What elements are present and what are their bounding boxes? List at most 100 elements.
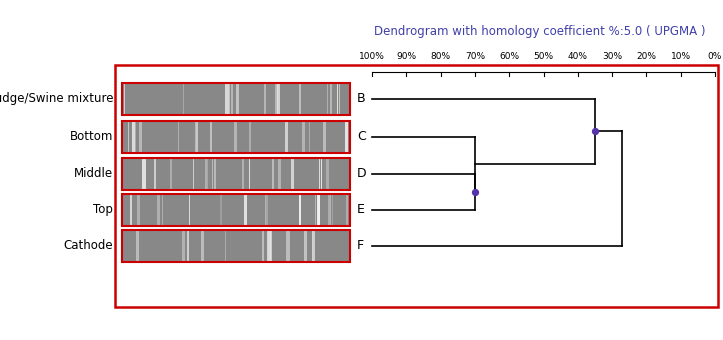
Bar	[315, 194, 316, 225]
Bar	[132, 121, 134, 153]
Bar	[137, 194, 140, 225]
Text: 70%: 70%	[465, 52, 485, 61]
Bar	[285, 121, 288, 153]
Text: C: C	[357, 130, 366, 143]
Bar	[187, 231, 189, 261]
Bar	[304, 231, 307, 261]
Bar	[122, 121, 350, 153]
Bar	[122, 194, 350, 226]
Bar	[154, 158, 156, 189]
Bar	[231, 84, 233, 115]
Bar	[268, 231, 270, 261]
Bar	[192, 158, 194, 189]
Bar	[234, 121, 237, 153]
Bar	[183, 84, 184, 115]
Bar	[309, 121, 310, 153]
Bar	[212, 158, 213, 189]
Text: Bottom: Bottom	[69, 130, 113, 143]
Bar	[205, 158, 207, 189]
Bar	[207, 158, 208, 189]
Bar	[124, 84, 125, 115]
Bar	[312, 231, 313, 261]
Bar	[299, 194, 301, 225]
Text: D: D	[357, 167, 367, 180]
Text: B: B	[357, 92, 366, 105]
Bar	[319, 158, 320, 189]
Bar	[228, 84, 230, 115]
Text: E: E	[357, 203, 365, 216]
Bar	[122, 158, 350, 190]
Bar	[201, 231, 204, 261]
Text: 20%: 20%	[636, 52, 656, 61]
Text: Middle: Middle	[74, 167, 113, 180]
Bar	[226, 84, 227, 115]
Bar	[326, 158, 329, 189]
Bar	[338, 84, 340, 115]
Bar	[328, 194, 330, 225]
Bar	[318, 194, 320, 225]
Bar	[346, 194, 348, 225]
Text: 40%: 40%	[568, 52, 588, 61]
Bar	[226, 84, 228, 115]
Bar	[214, 158, 216, 189]
Point	[469, 189, 481, 194]
Bar	[195, 121, 198, 153]
Text: 30%: 30%	[602, 52, 623, 61]
Bar	[225, 231, 226, 261]
Text: 80%: 80%	[430, 52, 450, 61]
Bar	[321, 158, 322, 189]
Bar	[189, 194, 190, 225]
Bar	[278, 84, 280, 115]
Bar	[273, 158, 274, 189]
Bar	[330, 194, 331, 225]
Text: Top: Top	[93, 203, 113, 216]
Bar	[122, 230, 350, 262]
Bar	[171, 158, 172, 189]
Bar	[133, 121, 137, 153]
Bar	[221, 194, 222, 225]
Bar	[127, 121, 129, 153]
Bar	[262, 231, 265, 261]
Bar	[162, 194, 163, 225]
Bar	[267, 231, 270, 261]
Bar	[194, 121, 198, 153]
Text: 50%: 50%	[534, 52, 554, 61]
Bar	[242, 158, 244, 189]
Bar	[275, 84, 278, 115]
Bar	[291, 158, 294, 189]
Bar	[130, 194, 132, 225]
Text: 0%: 0%	[708, 52, 722, 61]
Bar	[286, 231, 290, 261]
Bar	[236, 84, 239, 115]
Text: 60%: 60%	[499, 52, 519, 61]
Bar	[330, 84, 333, 115]
Bar	[345, 121, 348, 153]
Bar	[122, 83, 350, 115]
Bar	[268, 231, 272, 261]
Bar	[322, 121, 326, 153]
Bar	[115, 65, 718, 307]
Point	[589, 129, 601, 134]
Text: Sludge/Swine mixture: Sludge/Swine mixture	[0, 92, 113, 105]
Bar	[299, 84, 301, 115]
Text: 90%: 90%	[396, 52, 416, 61]
Bar	[266, 194, 268, 225]
Text: F: F	[357, 239, 364, 252]
Text: 100%: 100%	[359, 52, 385, 61]
Bar	[225, 84, 226, 115]
Bar	[249, 121, 251, 153]
Text: Dendrogram with homology coefficient %:5.0 ( UPGMA ): Dendrogram with homology coefficient %:5…	[375, 26, 706, 38]
Bar	[122, 121, 350, 153]
Bar	[244, 194, 247, 225]
Bar	[178, 121, 179, 153]
Bar	[122, 194, 350, 226]
Bar	[317, 194, 318, 225]
Bar	[139, 121, 142, 153]
Bar	[302, 121, 305, 153]
Bar	[327, 84, 328, 115]
Bar	[337, 84, 338, 115]
Bar	[142, 158, 145, 189]
Bar	[278, 158, 281, 189]
Bar	[264, 84, 266, 115]
Text: Cathode: Cathode	[64, 239, 113, 252]
